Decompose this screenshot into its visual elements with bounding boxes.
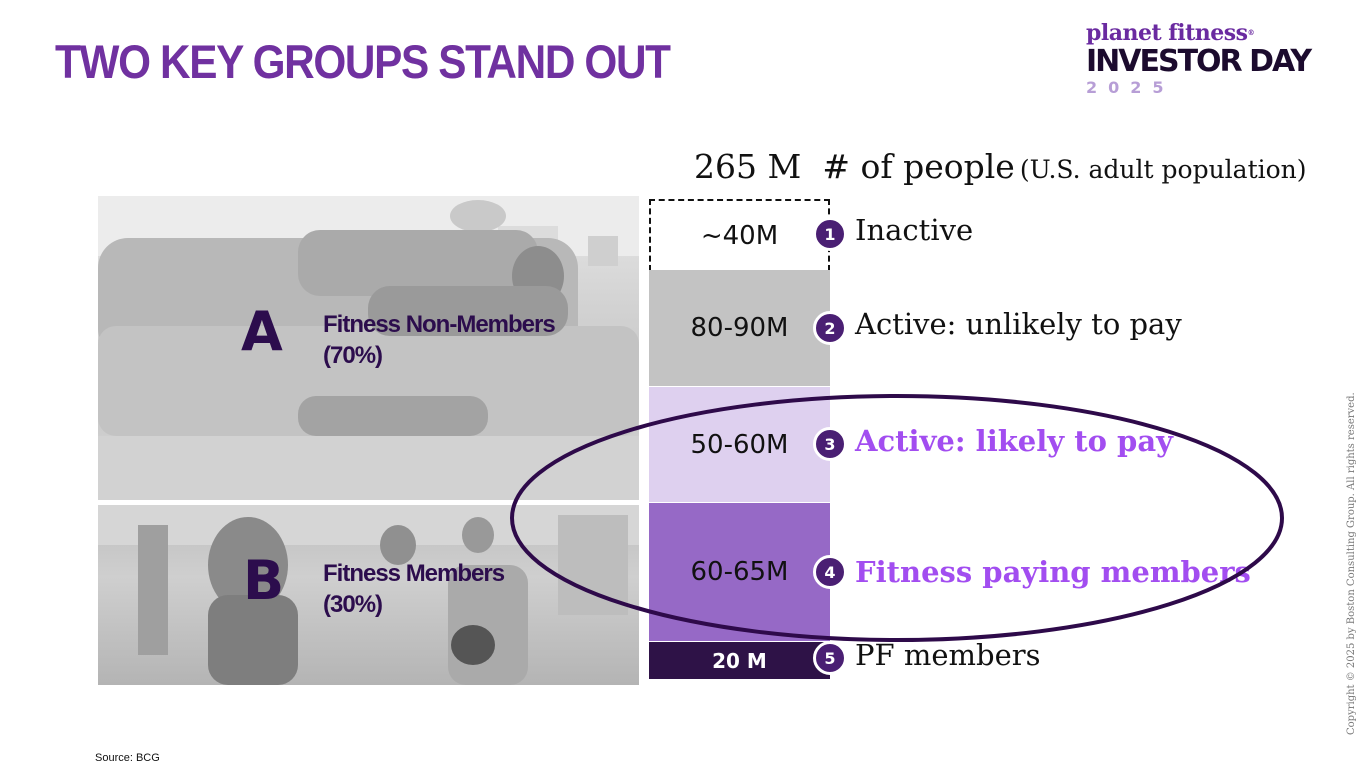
segment-2-marker: 2 — [813, 311, 847, 345]
logo-brand-mark: ® — [1247, 28, 1255, 37]
segment-4-marker: 4 — [813, 555, 847, 589]
segment-3-label: Active: likely to pay — [855, 424, 1173, 458]
population-total: 265 M — [694, 147, 802, 186]
photo-non-members — [98, 196, 639, 500]
segment-paying-value: 60-65M — [690, 557, 789, 587]
segment-pf-value: 20 M — [712, 648, 767, 673]
segment-1-marker: 1 — [813, 217, 847, 251]
source-note: Source: BCG — [95, 752, 160, 764]
segment-unlikely-bar: 80-90M — [649, 270, 830, 386]
population-sublabel: (U.S. adult population) — [1019, 155, 1307, 184]
segment-5-marker: 5 — [813, 641, 847, 675]
segment-inactive-value: ~40M — [700, 221, 779, 251]
segment-3-marker: 3 — [813, 427, 847, 461]
logo-brand-text: planet fitness — [1086, 20, 1248, 46]
group-a-label: Fitness Non-Members (70%) — [323, 309, 556, 371]
logo-event-text: INVESTOR DAY — [1086, 44, 1312, 79]
group-a-letter: A — [241, 300, 283, 363]
segment-5-label: PF members — [855, 638, 1041, 672]
segment-paying-bar: 60-65M — [649, 503, 830, 641]
segment-pf-bar: 20 M — [649, 642, 830, 679]
group-a-name: Fitness Non-Members — [323, 311, 556, 338]
group-b-letter: B — [243, 549, 285, 612]
segment-4-label: Fitness paying members — [855, 555, 1251, 589]
segment-likely-bar: 50-60M — [649, 387, 830, 502]
population-label: # of people — [822, 147, 1015, 186]
population-heading: 265 M # of people (U.S. adult population… — [694, 147, 1307, 186]
segment-1-label: Inactive — [855, 213, 974, 247]
logo-year-text: 2025 — [1086, 78, 1175, 97]
group-b-label: Fitness Members (30%) — [323, 558, 505, 620]
copyright-note: Copyright © 2025 by Boston Consulting Gr… — [1346, 392, 1357, 735]
group-a-share: (70%) — [323, 342, 383, 369]
slide-title: TWO KEY GROUPS STAND OUT — [55, 35, 671, 88]
segment-inactive-bar: ~40M — [649, 199, 830, 271]
segment-likely-value: 50-60M — [690, 429, 789, 460]
segment-unlikely-value: 80-90M — [690, 313, 789, 343]
segment-2-label: Active: unlikely to pay — [855, 307, 1182, 341]
investor-day-logo: planet fitness® INVESTOR DAY 2025 — [1086, 20, 1346, 98]
group-b-share: (30%) — [323, 591, 383, 618]
group-b-name: Fitness Members — [323, 560, 505, 587]
